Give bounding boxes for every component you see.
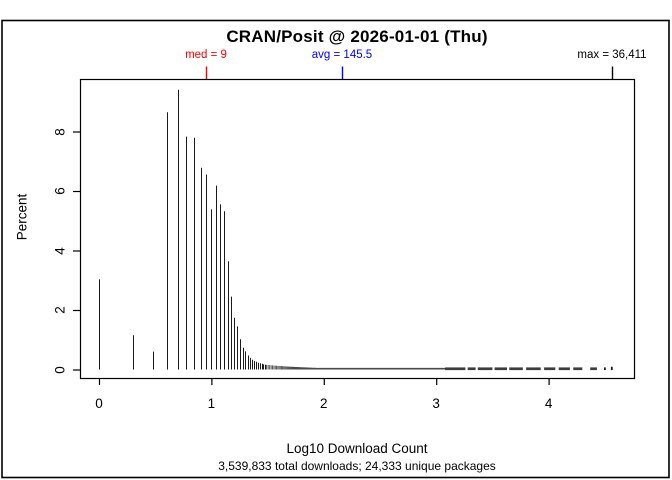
x-tick-label: 0: [95, 396, 103, 411]
average-annotation-label: avg = 145.5: [311, 49, 373, 61]
footer-summary: 3,539,833 total downloads; 24,333 unique…: [218, 459, 496, 473]
x-tick-label: 2: [320, 396, 328, 411]
tail-dash-segment: [526, 367, 541, 371]
tail-dash-segment: [573, 367, 583, 371]
image-border: [1, 19, 670, 479]
y-tick-label: 2: [52, 306, 68, 314]
tail-dash-segment: [467, 367, 476, 371]
x-axis-label: Log10 Download Count: [286, 441, 428, 456]
max-annotation-label: max = 36,411: [577, 49, 647, 61]
tail-dash-segment: [558, 367, 570, 371]
x-tick-label: 1: [207, 396, 216, 411]
tail-dash-segment: [590, 367, 597, 371]
tail-dash-segment: [494, 367, 507, 371]
tail-dot: [604, 367, 606, 371]
tail-dash-segment: [544, 367, 556, 371]
y-tick-label: 4: [52, 246, 68, 255]
plot-box: [79, 78, 636, 380]
y-tick-label: 6: [52, 187, 68, 195]
y-tick-label: 0: [52, 365, 68, 374]
page-title: CRAN/Posit @ 2026-01-01 (Thu): [226, 27, 488, 46]
tail-dash-segment: [445, 367, 466, 371]
tail-dash-segment: [509, 367, 523, 371]
histogram-tail-spikes: [266, 364, 446, 370]
median-annotation-label: med = 9: [185, 49, 227, 61]
y-tick-label: 8: [52, 127, 68, 136]
tail-dash-segment: [477, 367, 493, 371]
x-tick-label: 4: [544, 396, 553, 411]
tail-dot: [610, 366, 613, 371]
histogram-spikes: [99, 89, 266, 370]
y-axis-label: Percent: [14, 193, 30, 241]
x-tick-label: 3: [432, 396, 440, 411]
